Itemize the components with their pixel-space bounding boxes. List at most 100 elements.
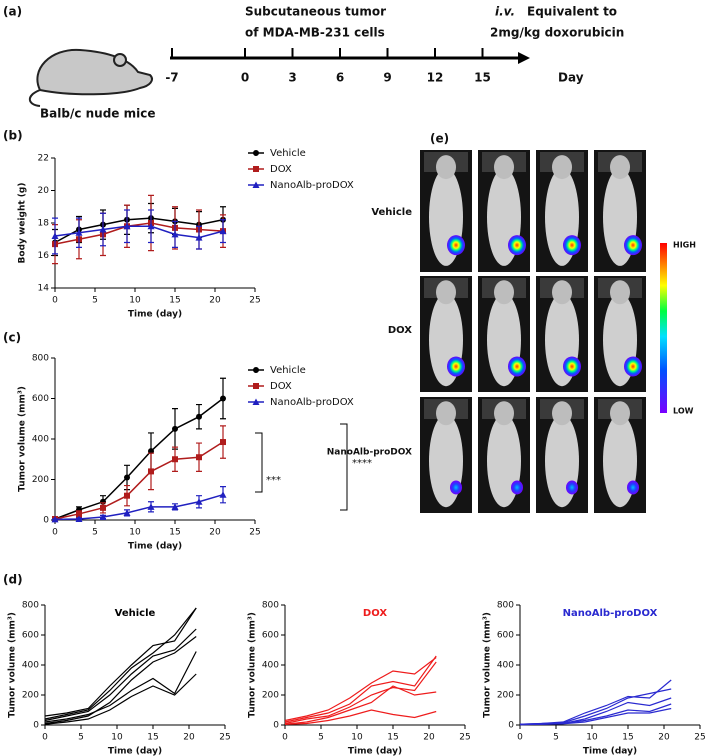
signal bbox=[566, 480, 578, 495]
marker bbox=[220, 395, 226, 402]
x-tick-label: 15 bbox=[147, 733, 158, 743]
chart-title: Vehicle bbox=[115, 608, 156, 619]
marker bbox=[99, 513, 107, 520]
marker bbox=[147, 222, 155, 230]
timeline-text: Equivalent to bbox=[527, 5, 617, 19]
y-tick-label: 16 bbox=[38, 251, 50, 261]
signal bbox=[511, 480, 523, 495]
marker bbox=[219, 491, 227, 498]
series-line bbox=[44, 636, 197, 725]
marker bbox=[100, 504, 106, 511]
series-line bbox=[44, 673, 197, 725]
signal bbox=[563, 356, 581, 377]
significance: **** bbox=[352, 458, 372, 469]
row-label: DOX bbox=[388, 325, 412, 336]
mouse-head bbox=[436, 280, 456, 305]
panel-label: (b) bbox=[3, 129, 23, 143]
y-tick-label: 0 bbox=[33, 721, 39, 731]
mouse-head bbox=[494, 401, 514, 426]
legend-label: DOX bbox=[270, 164, 292, 175]
series-line bbox=[284, 709, 437, 725]
signal bbox=[563, 235, 581, 256]
y-tick-label: 400 bbox=[497, 661, 514, 671]
y-tick-label: 600 bbox=[32, 394, 49, 404]
x-tick-label: 5 bbox=[92, 296, 98, 306]
x-tick-label: 20 bbox=[209, 296, 221, 306]
chart-title: NanoAlb-proDOX bbox=[563, 608, 658, 619]
x-axis-label: Time (day) bbox=[128, 310, 182, 320]
y-axis-label: Body weight (g) bbox=[18, 183, 28, 264]
x-tick-label: 20 bbox=[423, 733, 435, 743]
y-tick-label: 400 bbox=[262, 661, 279, 671]
mouse-head bbox=[610, 280, 630, 305]
marker bbox=[195, 498, 203, 505]
timeline-unit: Day bbox=[558, 71, 584, 85]
y-tick-label: 200 bbox=[262, 691, 279, 701]
marker bbox=[253, 383, 259, 389]
marker bbox=[252, 398, 260, 405]
panel-label: (e) bbox=[430, 132, 449, 146]
mouse-head bbox=[552, 401, 572, 426]
mouse-head bbox=[610, 401, 630, 426]
timeline-tick-label: 3 bbox=[288, 71, 296, 85]
x-tick-label: 20 bbox=[658, 733, 670, 743]
marker bbox=[196, 454, 202, 461]
x-tick-label: 25 bbox=[249, 296, 260, 306]
y-tick-label: 0 bbox=[508, 721, 514, 731]
marker bbox=[220, 439, 226, 446]
series-line bbox=[44, 651, 197, 723]
series-line bbox=[284, 655, 437, 723]
x-tick-label: 10 bbox=[586, 733, 598, 743]
series-line bbox=[54, 217, 224, 244]
marker bbox=[171, 503, 179, 510]
chart-title: DOX bbox=[363, 608, 387, 619]
marker bbox=[219, 227, 227, 235]
y-tick-label: 20 bbox=[38, 186, 50, 196]
marker bbox=[123, 509, 131, 516]
series-line bbox=[519, 679, 672, 725]
timeline-text: 2mg/kg doxorubicin bbox=[490, 26, 624, 40]
timeline-tick-label: 12 bbox=[427, 71, 444, 85]
y-tick-label: 800 bbox=[497, 601, 514, 611]
mouse-icon bbox=[28, 48, 153, 107]
legend-label: Vehicle bbox=[270, 365, 306, 376]
y-tick-label: 800 bbox=[22, 601, 39, 611]
y-axis-label: Tumor volume (mm³) bbox=[18, 386, 28, 492]
series-line bbox=[54, 441, 224, 520]
x-tick-label: 15 bbox=[169, 296, 180, 306]
y-tick-label: 18 bbox=[38, 219, 50, 229]
marker bbox=[148, 468, 154, 475]
timeline-text: i.v. bbox=[495, 5, 515, 19]
marker bbox=[171, 230, 179, 238]
marker bbox=[196, 413, 202, 420]
timeline-text: Subcutaneous tumor bbox=[245, 5, 386, 19]
series-line bbox=[44, 628, 197, 722]
signal bbox=[447, 356, 465, 377]
x-tick-label: 20 bbox=[209, 528, 221, 538]
series-line bbox=[54, 397, 224, 520]
panel-label: (c) bbox=[3, 331, 21, 345]
mouse-label: Balb/c nude mice bbox=[40, 107, 155, 121]
marker bbox=[123, 222, 131, 230]
x-tick-label: 15 bbox=[169, 528, 180, 538]
signal bbox=[450, 480, 462, 495]
marker bbox=[195, 234, 203, 241]
series-line bbox=[284, 685, 437, 725]
y-tick-label: 200 bbox=[497, 691, 514, 701]
marker bbox=[124, 474, 130, 481]
y-axis-label: Tumor volume (mm³) bbox=[483, 612, 493, 718]
x-tick-label: 10 bbox=[111, 733, 123, 743]
y-axis-label: Tumor volume (mm³) bbox=[8, 612, 18, 718]
y-tick-label: 0 bbox=[43, 516, 49, 526]
colorbar bbox=[660, 243, 667, 413]
x-tick-label: 10 bbox=[129, 528, 141, 538]
x-tick-label: 5 bbox=[78, 733, 84, 743]
marker bbox=[252, 181, 260, 188]
signal bbox=[508, 356, 526, 377]
series-line bbox=[54, 493, 224, 521]
signal bbox=[627, 480, 639, 495]
panel-label: (d) bbox=[3, 573, 23, 587]
bracket bbox=[340, 423, 348, 511]
x-tick-label: 10 bbox=[351, 733, 363, 743]
